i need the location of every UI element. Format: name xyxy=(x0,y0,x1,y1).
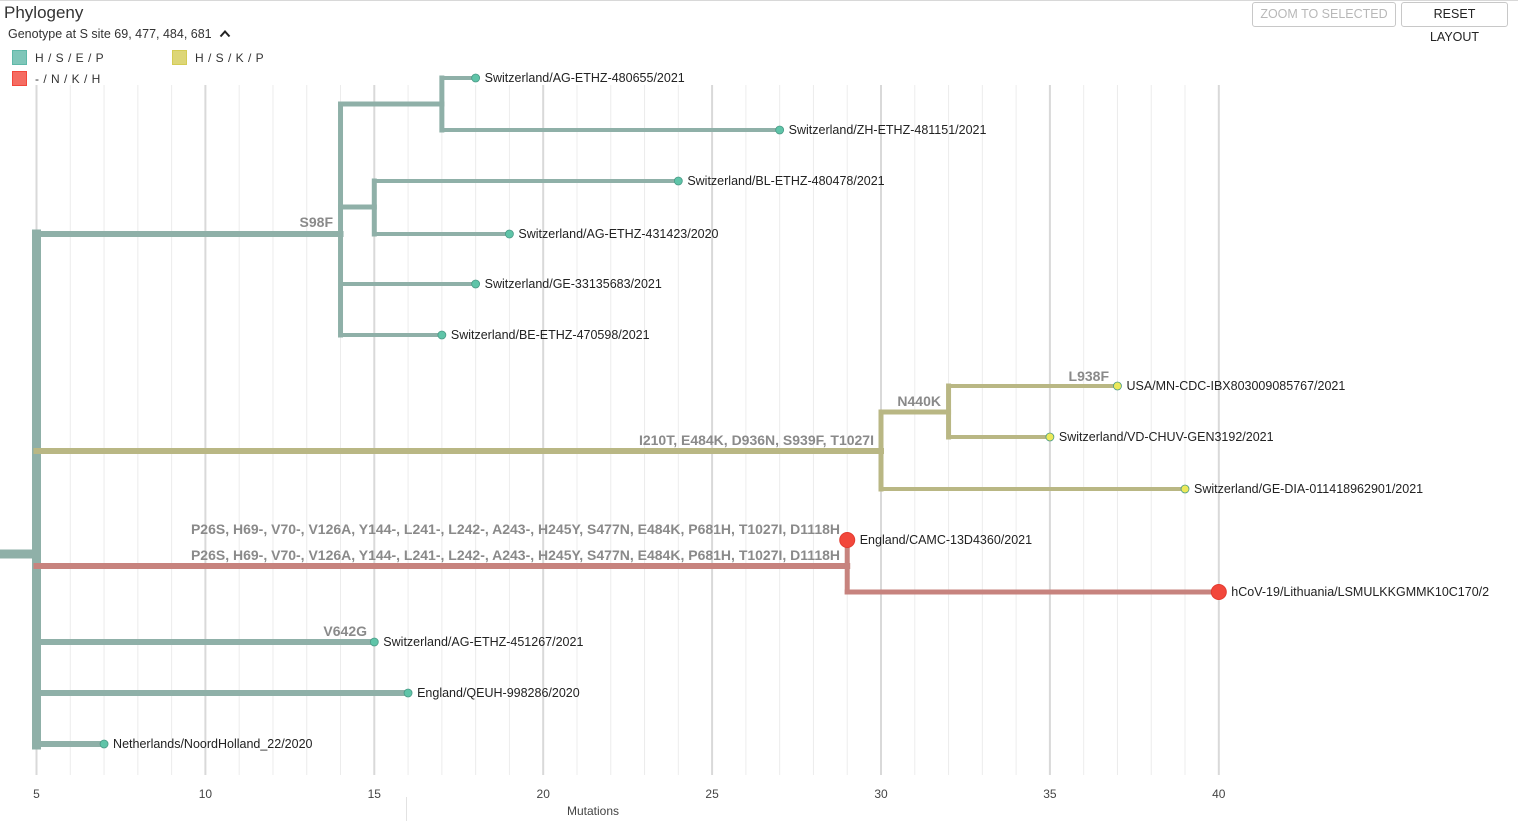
tip-label[interactable]: Switzerland/GE-DIA-011418962901/2021 xyxy=(1194,482,1423,496)
tip-label[interactable]: Switzerland/AG-ETHZ-431423/2020 xyxy=(518,227,718,241)
chevron-up-icon[interactable] xyxy=(218,27,232,41)
tip-label[interactable]: Switzerland/AG-ETHZ-480655/2021 xyxy=(485,71,685,85)
branch-mutation-label: I210T, E484K, D936N, S939F, T1027I xyxy=(639,432,874,448)
tip-label[interactable]: Netherlands/NoordHolland_22/2020 xyxy=(113,737,312,751)
x-tick-label: 20 xyxy=(537,787,551,801)
tip-label[interactable]: Switzerland/GE-33135683/2021 xyxy=(485,277,662,291)
legend-swatch xyxy=(12,50,27,65)
tip-node[interactable] xyxy=(1180,484,1190,494)
legend-swatch xyxy=(172,50,187,65)
legend-label: H / S / K / P xyxy=(195,50,265,65)
branch-mutation-label: P26S, H69-, V70-, V126A, Y144-, L241-, L… xyxy=(191,547,840,563)
genotype-subtitle[interactable]: Genotype at S site 69, 477, 484, 681 xyxy=(8,27,232,41)
tip-label[interactable]: hCoV-19/Lithuania/LSMULKKGMMK10C170/2 xyxy=(1231,585,1489,599)
x-tick-label: 35 xyxy=(1043,787,1057,801)
tip-label[interactable]: Switzerland/BL-ETHZ-480478/2021 xyxy=(687,174,884,188)
tip-node[interactable] xyxy=(839,532,856,548)
tip-node[interactable] xyxy=(471,279,481,289)
top-border xyxy=(0,0,1518,1)
grid xyxy=(35,85,1220,775)
legend-swatch xyxy=(12,71,27,86)
tips: Switzerland/AG-ETHZ-480655/2021 Switzerla… xyxy=(99,71,1489,751)
tip-node[interactable] xyxy=(403,688,413,698)
tip-label[interactable]: England/QEUH-998286/2020 xyxy=(417,686,580,700)
branch-mutation-label: L938F xyxy=(1069,368,1110,384)
x-axis-label: Mutations xyxy=(567,804,619,818)
tip-label[interactable]: Switzerland/VD-CHUV-GEN3192/2021 xyxy=(1059,430,1274,444)
tip-label[interactable]: USA/MN-CDC-IBX803009085767/2021 xyxy=(1126,379,1345,393)
branch-mutation-labels: S98F L938F N440K I210T, E484K, D936N, S939F… xyxy=(191,214,1109,639)
tip-node[interactable] xyxy=(1113,381,1122,391)
branches xyxy=(0,75,1222,750)
branch-mutation-label: P26S, H69-, V70-, V126A, Y144-, L241-, L… xyxy=(191,521,840,537)
legend-label: H / S / E / P xyxy=(35,50,105,65)
zoom-to-selected-button[interactable]: ZOOM TO SELECTED xyxy=(1252,2,1396,27)
branch-mutation-label: N440K xyxy=(897,393,941,409)
x-tick-label: 15 xyxy=(368,787,382,801)
genotype-legend: H / S / E / P H / S / K / P - / N / K / … xyxy=(12,50,312,90)
x-tick-label: 40 xyxy=(1212,787,1226,801)
page-title: Phylogeny xyxy=(4,3,84,22)
genotype-subtitle-text: Genotype at S site 69, 477, 484, 681 xyxy=(8,27,212,41)
tip-label[interactable]: Switzerland/AG-ETHZ-451267/2021 xyxy=(383,635,583,649)
tip-label[interactable]: Switzerland/ZH-ETHZ-481151/2021 xyxy=(789,123,987,137)
tip-node[interactable] xyxy=(1210,584,1227,600)
legend-item[interactable]: H / S / K / P xyxy=(172,50,264,65)
legend-label: - / N / K / H xyxy=(35,71,101,86)
tip-label[interactable]: Switzerland/BE-ETHZ-470598/2021 xyxy=(451,328,650,342)
x-tick-label: 30 xyxy=(874,787,888,801)
tip-node[interactable] xyxy=(673,176,683,186)
x-tick-label: 5 xyxy=(33,787,40,801)
tip-node[interactable] xyxy=(1045,432,1055,442)
legend-item[interactable]: - / N / K / H xyxy=(12,71,101,86)
tip-node[interactable] xyxy=(505,229,514,239)
x-tick-label: 25 xyxy=(705,787,719,801)
tip-node[interactable] xyxy=(471,73,481,83)
x-tick-label: 10 xyxy=(199,787,213,801)
tip-label[interactable]: England/CAMC-13D4360/2021 xyxy=(860,533,1032,547)
tip-node[interactable] xyxy=(437,330,447,340)
branch-mutation-label: V642G xyxy=(323,623,367,639)
tip-node[interactable] xyxy=(99,739,109,749)
tip-node[interactable] xyxy=(775,125,785,135)
tip-node[interactable] xyxy=(369,637,379,647)
legend-item[interactable]: H / S / E / P xyxy=(12,50,104,65)
branch-mutation-label: S98F xyxy=(300,214,334,230)
reset-layout-button[interactable]: RESET LAYOUT xyxy=(1401,2,1508,44)
